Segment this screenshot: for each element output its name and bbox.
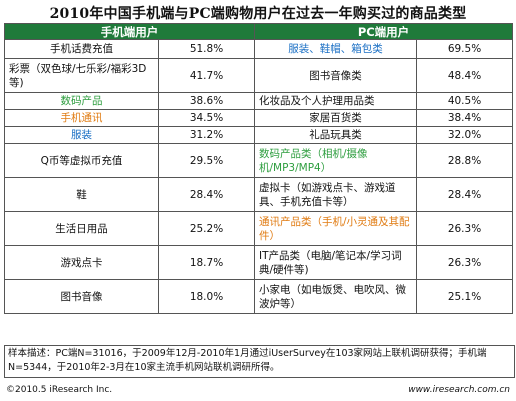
copyright-text: ©2010.5 iResearch Inc. <box>6 385 113 395</box>
table-row: 游戏点卡 18.7% IT产品类（电脑/笔记本/学习词典/硬件等) 26.3% <box>4 245 513 280</box>
mobile-item-cell: 图书音像 <box>4 279 159 314</box>
pc-item-cell: IT产品类（电脑/笔记本/学习词典/硬件等) <box>254 245 417 280</box>
comparison-table: 手机端用户 PC端用户 手机话费充值 51.8% 服装、鞋帽、箱包类 69.5% 彩票（… <box>4 23 513 314</box>
mobile-percent-cell: 28.4% <box>158 177 255 212</box>
mobile-percent-cell: 18.7% <box>158 245 255 280</box>
mobile-percent-cell: 25.2% <box>158 211 255 246</box>
mobile-item-cell: 生活日用品 <box>4 211 159 246</box>
pc-percent-cell: 48.4% <box>416 58 513 93</box>
mobile-percent-cell: 18.0% <box>158 279 255 314</box>
pc-item-cell: 化妆品及个人护理用品类 <box>254 92 417 110</box>
footer: ©2010.5 iResearch Inc. www.iresearch.com… <box>4 383 512 397</box>
table-row: Q币等虚拟币充值 29.5% 数码产品类（相机/摄像机/MP3/MP4） 28.8% <box>4 143 513 178</box>
pc-item-cell: 礼品玩具类 <box>254 126 417 144</box>
pc-item-cell: 虚拟卡（如游戏点卡、游戏道具、手机充值卡等） <box>254 177 417 212</box>
pc-item-cell: 小家电（如电饭煲、电吹风、微波炉等） <box>254 279 417 314</box>
table-row: 手机通讯 34.5% 家居百货类 38.4% <box>4 109 513 127</box>
mobile-item-cell: 手机通讯 <box>4 109 159 127</box>
mobile-item-cell: Q币等虚拟币充值 <box>4 143 159 178</box>
table-row: 数码产品 38.6% 化妆品及个人护理用品类 40.5% <box>4 92 513 110</box>
table-row: 图书音像 18.0% 小家电（如电饭煲、电吹风、微波炉等） 25.1% <box>4 279 513 314</box>
pc-percent-cell: 32.0% <box>416 126 513 144</box>
mobile-percent-cell: 31.2% <box>158 126 255 144</box>
header-row: 手机端用户 PC端用户 <box>4 23 513 40</box>
mobile-percent-cell: 38.6% <box>158 92 255 110</box>
table-row: 手机话费充值 51.8% 服装、鞋帽、箱包类 69.5% <box>4 39 513 59</box>
pc-percent-cell: 25.1% <box>416 279 513 314</box>
table-row: 服装 31.2% 礼品玩具类 32.0% <box>4 126 513 144</box>
mobile-percent-cell: 29.5% <box>158 143 255 178</box>
mobile-item-cell: 游戏点卡 <box>4 245 159 280</box>
sample-description: 样本描述：PC端N=31016，于2009年12月-2010年1月通过iUser… <box>4 345 515 378</box>
pc-percent-cell: 26.3% <box>416 245 513 280</box>
pc-item-cell: 数码产品类（相机/摄像机/MP3/MP4） <box>254 143 417 178</box>
pc-percent-cell: 28.8% <box>416 143 513 178</box>
mobile-percent-cell: 51.8% <box>158 39 255 59</box>
mobile-percent-cell: 41.7% <box>158 58 255 93</box>
mobile-item-cell: 数码产品 <box>4 92 159 110</box>
header-pc-users: PC端用户 <box>254 23 513 40</box>
pc-item-cell: 服装、鞋帽、箱包类 <box>254 39 417 59</box>
header-mobile-users: 手机端用户 <box>4 23 255 40</box>
pc-item-cell: 图书音像类 <box>254 58 417 93</box>
pc-percent-cell: 26.3% <box>416 211 513 246</box>
mobile-percent-cell: 34.5% <box>158 109 255 127</box>
mobile-item-cell: 服装 <box>4 126 159 144</box>
table-row: 鞋 28.4% 虚拟卡（如游戏点卡、游戏道具、手机充值卡等） 28.4% <box>4 177 513 212</box>
pc-percent-cell: 40.5% <box>416 92 513 110</box>
pc-item-cell: 家居百货类 <box>254 109 417 127</box>
mobile-item-cell: 鞋 <box>4 177 159 212</box>
pc-percent-cell: 28.4% <box>416 177 513 212</box>
pc-item-cell: 通讯产品类（手机/小灵通及其配件） <box>254 211 417 246</box>
mobile-item-cell: 手机话费充值 <box>4 39 159 59</box>
pc-percent-cell: 69.5% <box>416 39 513 59</box>
table-row: 彩票（双色球/七乐彩/福彩3D等) 41.7% 图书音像类 48.4% <box>4 58 513 93</box>
chart-title: 2010年中国手机端与PC端购物用户在过去一年购买过的商品类型 <box>49 6 467 22</box>
table-body: 手机话费充值 51.8% 服装、鞋帽、箱包类 69.5% 彩票（双色球/七乐彩/福彩3D… <box>4 39 513 314</box>
website-text: www.iresearch.com.cn <box>408 385 510 395</box>
mobile-item-cell: 彩票（双色球/七乐彩/福彩3D等) <box>4 58 159 93</box>
pc-percent-cell: 38.4% <box>416 109 513 127</box>
table-row: 生活日用品 25.2% 通讯产品类（手机/小灵通及其配件） 26.3% <box>4 211 513 246</box>
